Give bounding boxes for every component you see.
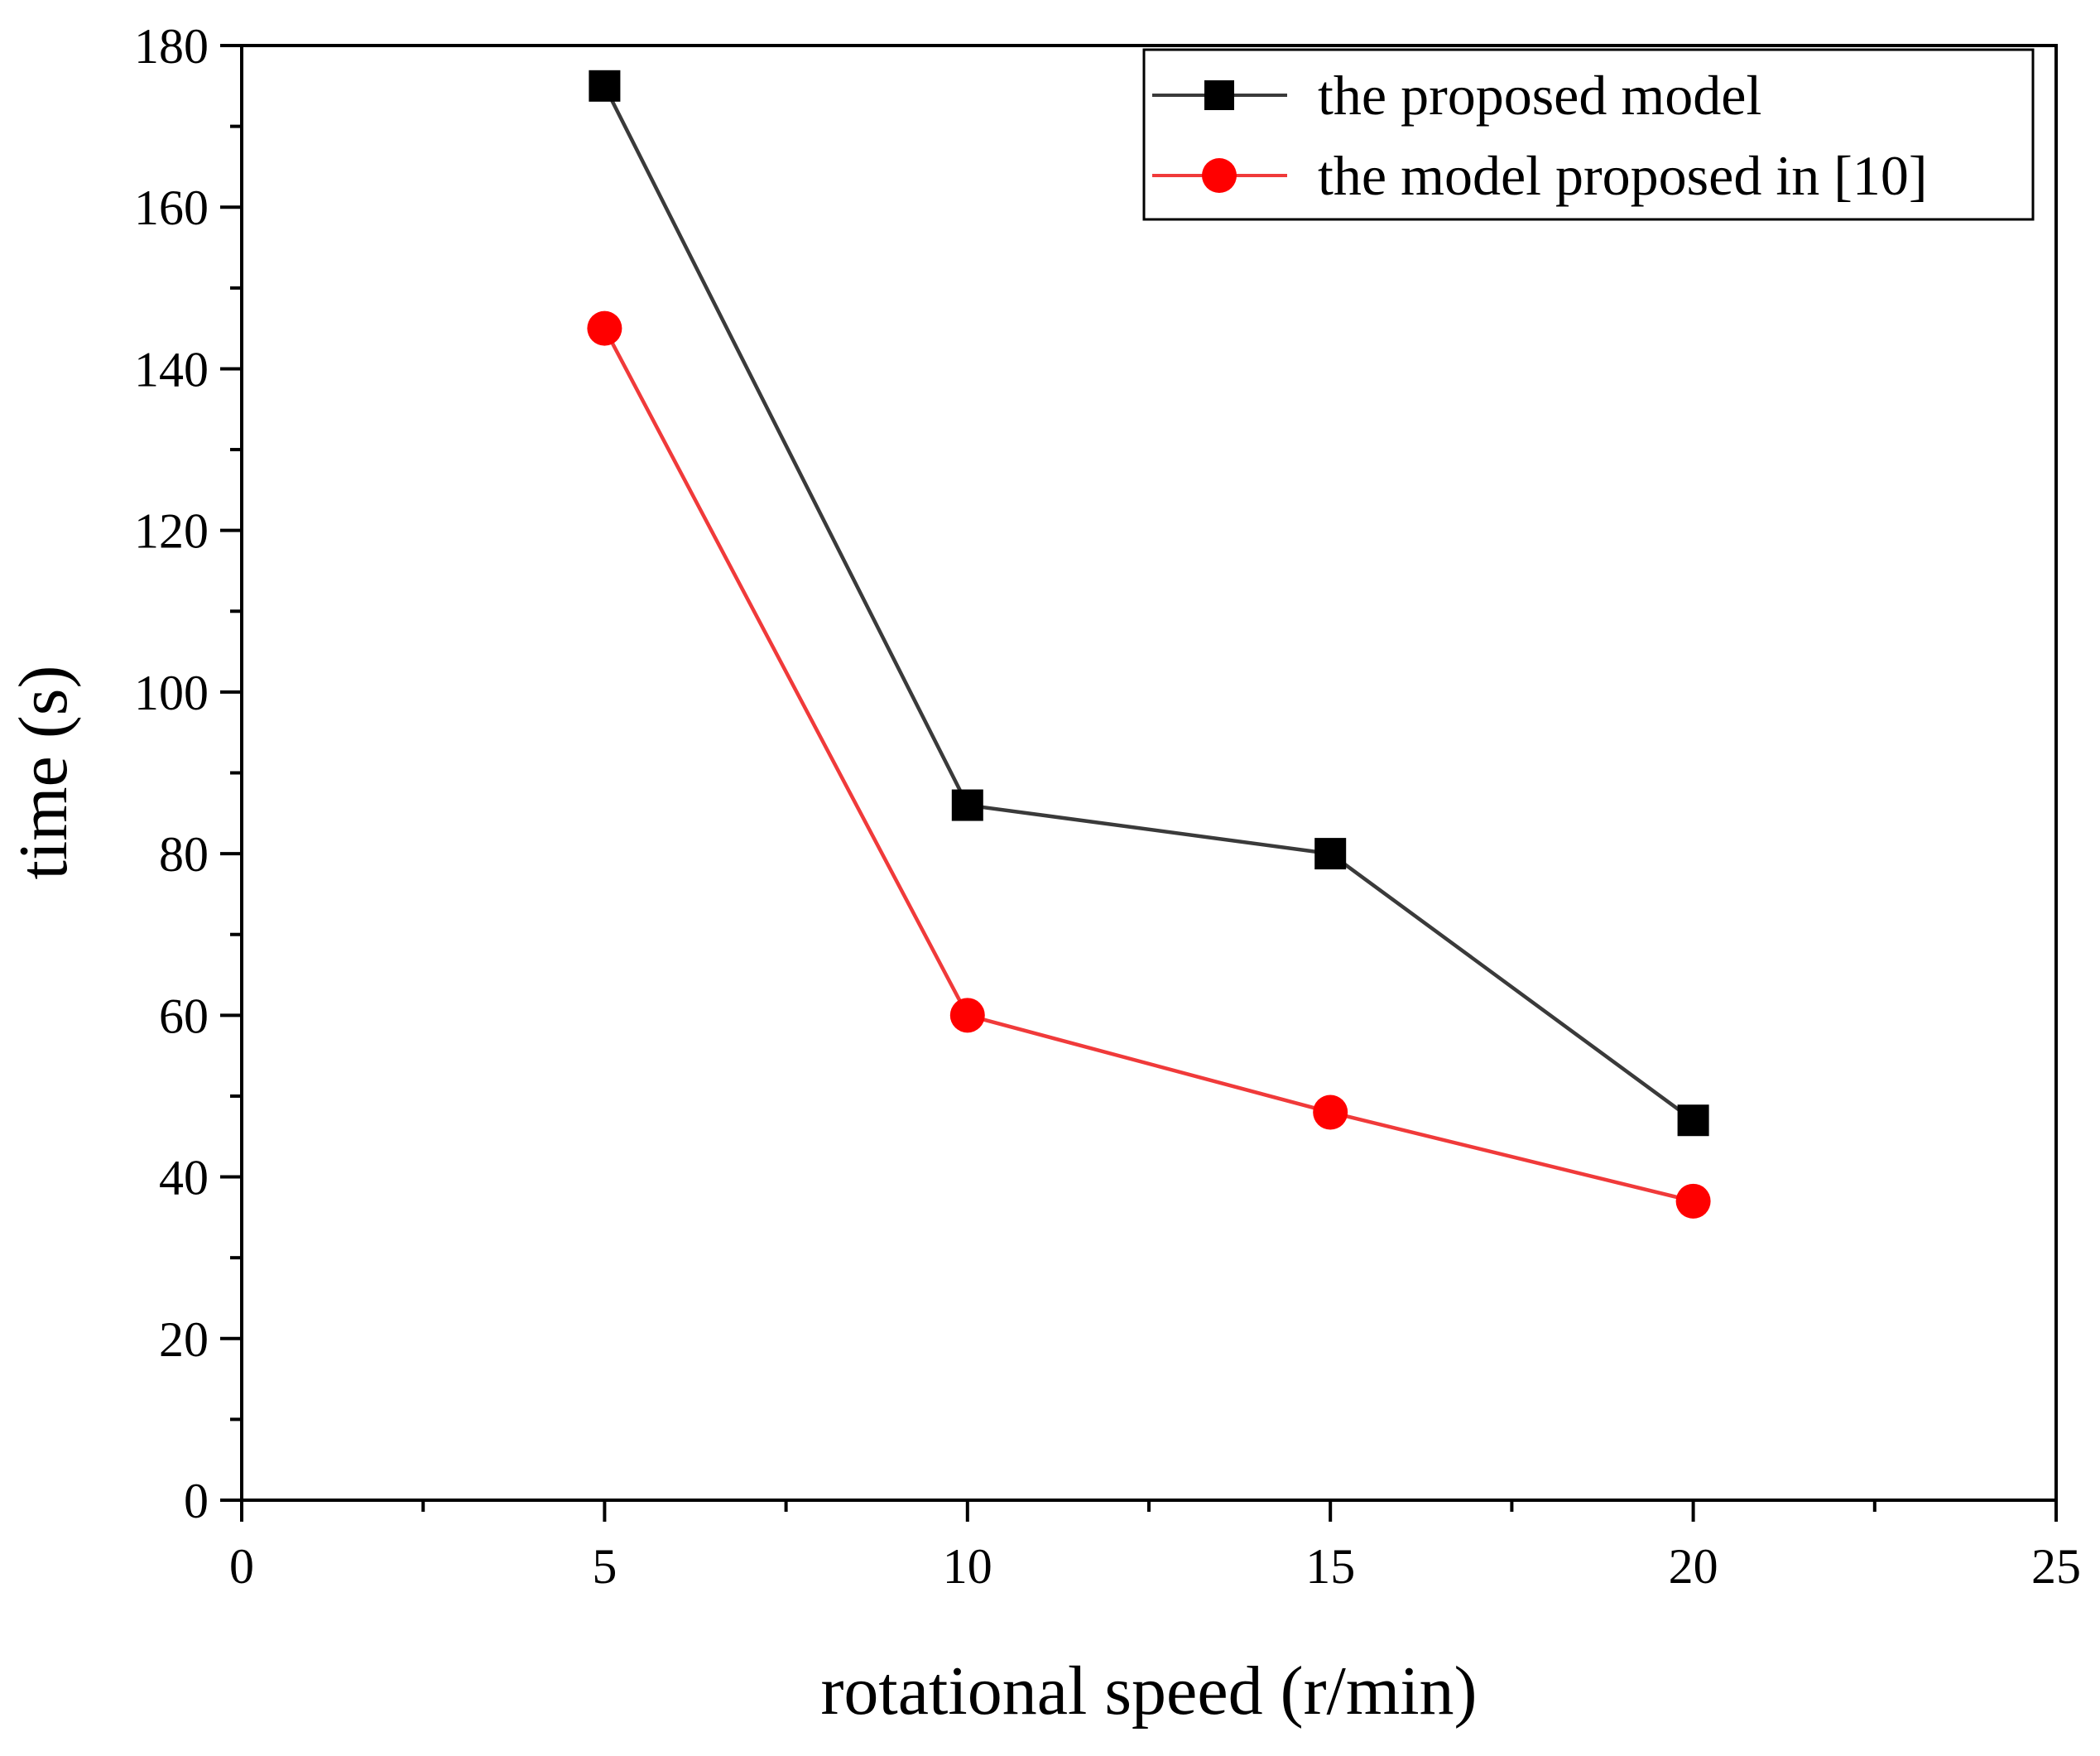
y-tick-label: 20 <box>159 1312 209 1367</box>
y-tick-label: 180 <box>134 19 209 74</box>
y-tick-label: 40 <box>159 1151 209 1205</box>
x-tick-label: 10 <box>943 1539 992 1594</box>
data-point-circle <box>949 998 985 1033</box>
y-tick-label: 100 <box>134 666 209 720</box>
axis-ticks <box>220 44 2058 1522</box>
data-point-square <box>1677 1104 1709 1137</box>
y-tick-label: 80 <box>159 827 209 882</box>
data-point-square <box>1314 838 1347 870</box>
x-axis-title: rotational speed (r/min) <box>820 1653 1477 1730</box>
legend-box <box>1142 48 2035 221</box>
x-tick-label: 0 <box>229 1539 254 1594</box>
y-tick-label: 0 <box>184 1474 209 1528</box>
y-axis-title: time (s) <box>5 666 82 880</box>
data-point-circle <box>587 310 622 346</box>
data-point-circle <box>1675 1183 1711 1219</box>
data-point-circle <box>1313 1094 1348 1130</box>
legend: the proposed model the model proposed in… <box>1142 48 2035 221</box>
series-line-1 <box>603 327 1694 1204</box>
y-tick-label: 140 <box>134 342 209 397</box>
x-tick-label: 20 <box>1669 1539 1718 1594</box>
y-tick-label: 60 <box>159 989 209 1043</box>
y-tick-label: 120 <box>134 504 209 559</box>
y-tick-label: 160 <box>134 180 209 235</box>
legend-marker-square <box>1204 80 1234 110</box>
legend-label-reference: the model proposed in [10] <box>1318 144 1928 207</box>
x-tick-label: 25 <box>2031 1539 2081 1594</box>
plot-area-frame <box>240 44 2058 1502</box>
legend-marker-circle <box>1202 158 1237 193</box>
data-point-square <box>951 789 983 821</box>
plot-series <box>587 70 1711 1219</box>
x-tick-label: 5 <box>592 1539 617 1594</box>
axis-tick-labels: 0 5 10 15 20 25 0 20 40 60 80 100 120 140 160 180 <box>134 19 2081 1594</box>
data-point-square <box>589 70 621 102</box>
legend-label-proposed: the proposed model <box>1318 64 1761 127</box>
x-tick-label: 15 <box>1305 1539 1355 1594</box>
series-line-0 <box>603 84 1694 1123</box>
